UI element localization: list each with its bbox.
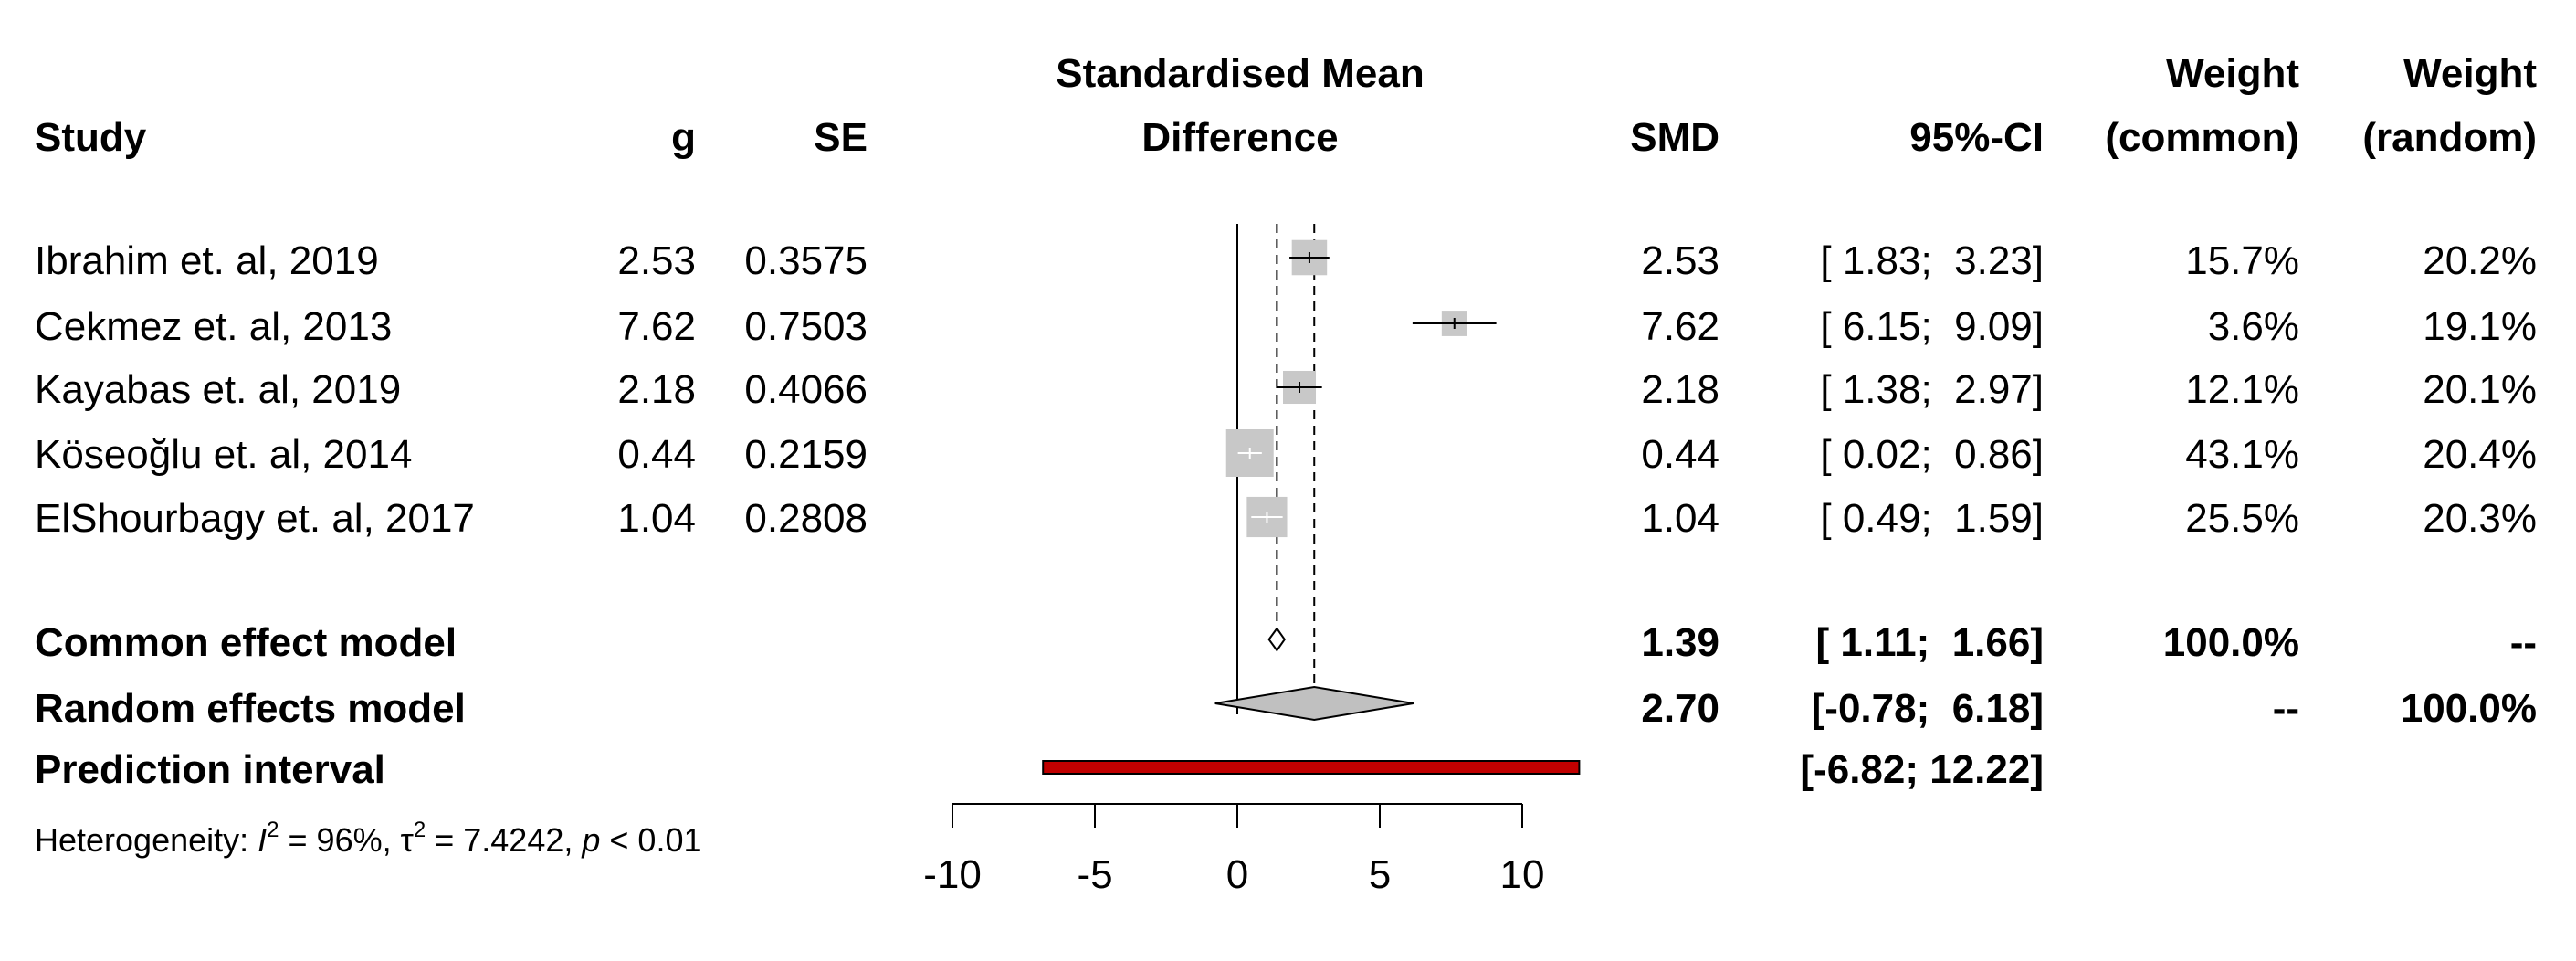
study-weight-random: 20.2% [2423, 238, 2537, 283]
common-effect-weight-common: 100.0% [2163, 620, 2299, 665]
study-g: 2.18 [617, 367, 696, 412]
common-effect-label: Common effect model [35, 620, 457, 665]
study-ci: [ 0.02; 0.86] [1820, 432, 2044, 477]
prediction-interval-bar [1042, 760, 1581, 775]
common-effect-row: Common effect model 1.39 [ 1.11; 1.66] 1… [35, 620, 2537, 665]
header-weight-random-line2: (random) [2362, 115, 2537, 160]
random-effects-ci: [-0.78; 6.18] [1812, 686, 2044, 731]
header-weight-common-line2: (common) [2105, 115, 2299, 160]
header-weight-random-line1: Weight [2403, 51, 2537, 96]
study-weight-random: 20.3% [2423, 496, 2537, 541]
study-se: 0.3575 [744, 238, 867, 283]
random-effects-smd: 2.70 [1641, 686, 1719, 731]
header-se: SE [814, 115, 867, 160]
study-weight-random: 20.4% [2423, 432, 2537, 477]
header-g: g [671, 115, 696, 160]
study-smd: 0.44 [1641, 432, 1719, 477]
header-smd: SMD [1630, 115, 1719, 160]
header-plot-line2: Difference [1141, 115, 1338, 160]
study-weight-common: 25.5% [2185, 496, 2299, 541]
study-weight-common: 12.1% [2185, 367, 2299, 412]
study-row: Köseoğlu et. al, 2014 0.44 0.2159 0.44 [… [35, 432, 2537, 477]
header-weight-common-line1: Weight [2166, 51, 2299, 96]
heterogeneity-i2-symbol: I [258, 821, 267, 859]
heterogeneity-tau-value: = 7.4242, [426, 821, 582, 859]
study-smd: 7.62 [1641, 304, 1719, 349]
study-se: 0.2159 [744, 432, 867, 477]
study-weight-random: 20.1% [2423, 367, 2537, 412]
header-plot-line1: Standardised Mean [1056, 51, 1424, 96]
prediction-interval-ci: [-6.82; 12.22] [1800, 747, 2044, 792]
heterogeneity-i2-value: = 96%, [279, 821, 401, 859]
study-row: ElShourbagy et. al, 2017 1.04 0.2808 1.0… [35, 496, 2537, 541]
heterogeneity-p-value: < 0.01 [600, 821, 701, 859]
random-effects-weight-common: -- [2273, 686, 2299, 731]
study-smd: 2.18 [1641, 367, 1719, 412]
study-ci: [ 0.49; 1.59] [1820, 496, 2044, 541]
study-se: 0.4066 [744, 367, 867, 412]
heterogeneity-text: Heterogeneity: I2 = 96%, τ2 = 7.4242, p … [35, 818, 701, 859]
study-se: 0.7503 [744, 304, 867, 349]
study-name: Cekmez et. al, 2013 [35, 304, 392, 349]
prediction-interval-label: Prediction interval [35, 747, 385, 792]
study-ci: [ 6.15; 9.09] [1820, 304, 2044, 349]
common-effect-smd: 1.39 [1641, 620, 1719, 665]
random-effects-weight-random: 100.0% [2401, 686, 2537, 731]
study-row: Ibrahim et. al, 2019 2.53 0.3575 2.53 [ … [35, 238, 2537, 283]
study-name: Köseoğlu et. al, 2014 [35, 432, 412, 477]
study-smd: 1.04 [1641, 496, 1719, 541]
random-effects-row: Random effects model 2.70 [-0.78; 6.18] … [35, 686, 2537, 731]
study-g: 7.62 [617, 304, 696, 349]
heterogeneity-tau-sup: 2 [414, 818, 426, 842]
study-ci: [ 1.38; 2.97] [1820, 367, 2044, 412]
x-axis-tick-label: 10 [1500, 852, 1545, 897]
study-row: Cekmez et. al, 2013 7.62 0.7503 7.62 [ 6… [35, 304, 2537, 349]
study-smd: 2.53 [1641, 238, 1719, 283]
common-effect-ci: [ 1.11; 1.66] [1816, 620, 2044, 665]
plot-marks: -10 -5 0 5 10 [923, 224, 1581, 897]
study-g: 1.04 [617, 496, 696, 541]
x-axis-tick-label: 0 [1226, 852, 1248, 897]
x-axis-tick-label: -10 [923, 852, 982, 897]
study-g: 2.53 [617, 238, 696, 283]
header-ci: 95%-CI [1909, 115, 2044, 160]
heterogeneity-p-symbol: p [581, 821, 600, 859]
study-se: 0.2808 [744, 496, 867, 541]
study-weight-common: 3.6% [2208, 304, 2299, 349]
heterogeneity-tau-symbol: τ [401, 821, 414, 859]
random-effects-diamond [1214, 685, 1414, 722]
study-g: 0.44 [617, 432, 696, 477]
study-name: ElShourbagy et. al, 2017 [35, 496, 475, 541]
study-name: Ibrahim et. al, 2019 [35, 238, 379, 283]
study-ci: [ 1.83; 3.23] [1820, 238, 2044, 283]
header-study: Study [35, 115, 147, 160]
study-row: Kayabas et. al, 2019 2.18 0.4066 2.18 [ … [35, 367, 2537, 412]
x-axis-tick-label: -5 [1077, 852, 1112, 897]
random-effects-label: Random effects model [35, 686, 466, 731]
study-weight-common: 43.1% [2185, 432, 2299, 477]
study-weight-common: 15.7% [2185, 238, 2299, 283]
common-effect-weight-random: -- [2510, 620, 2537, 665]
heterogeneity-prefix: Heterogeneity: [35, 821, 258, 859]
study-name: Kayabas et. al, 2019 [35, 367, 401, 412]
prediction-interval-row: Prediction interval [-6.82; 12.22] [35, 747, 2044, 792]
x-axis-tick-label: 5 [1369, 852, 1391, 897]
common-effect-diamond [1267, 627, 1287, 652]
study-weight-random: 19.1% [2423, 304, 2537, 349]
heterogeneity-i2-sup: 2 [267, 818, 279, 842]
